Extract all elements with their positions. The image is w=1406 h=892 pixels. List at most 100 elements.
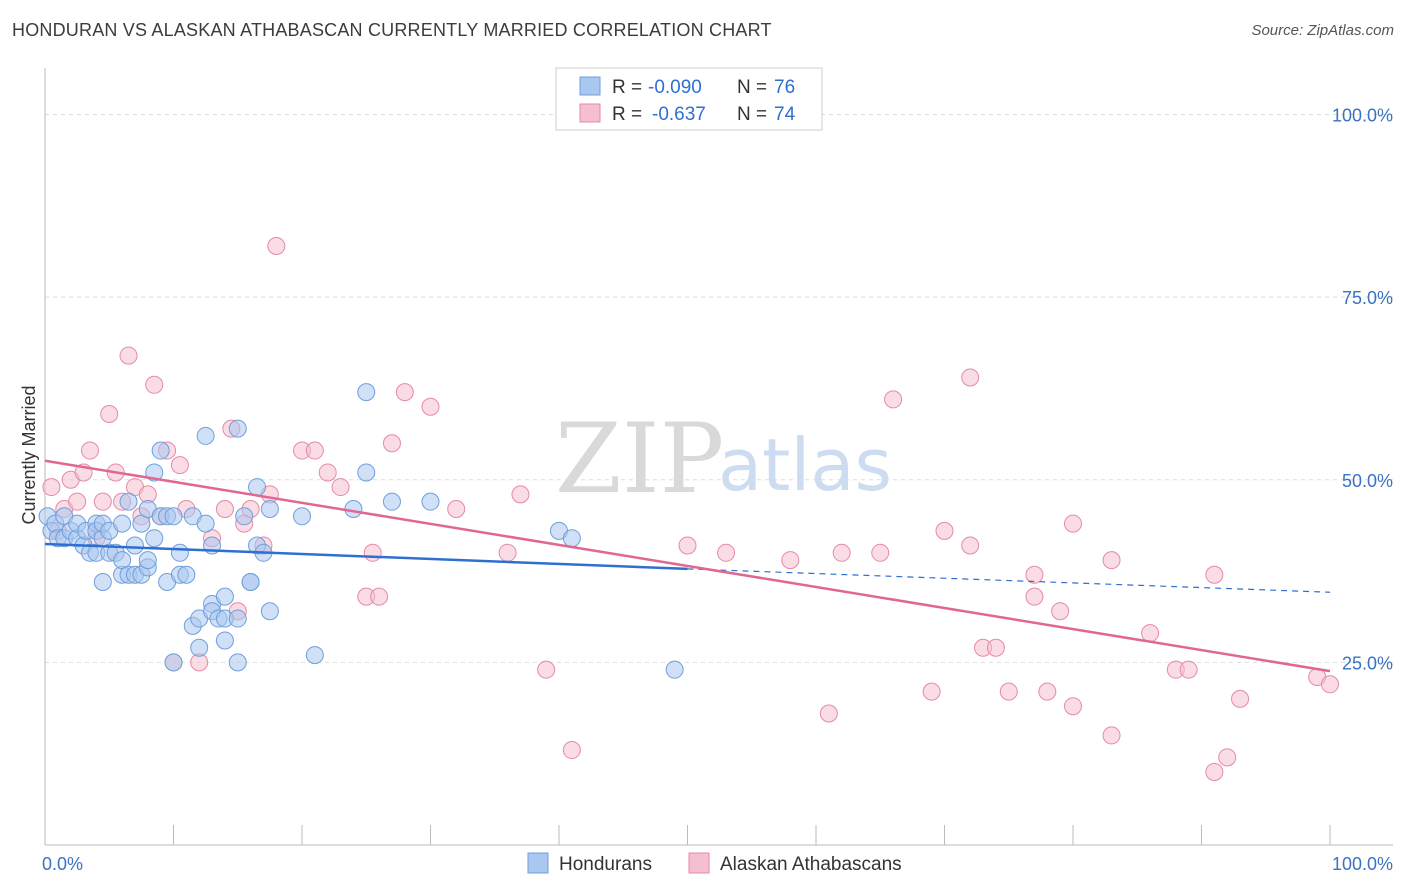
data-point-alaskan-athabascans: [42, 478, 61, 497]
stats-legend: R = -0.090 N = 76 R = -0.637 N = 74: [555, 67, 823, 131]
data-point-hondurans: [228, 419, 247, 438]
y-tick-labels: 25.0% 50.0% 75.0% 100.0%: [1332, 106, 1393, 674]
data-point-alaskan-athabascans: [1038, 682, 1057, 701]
watermark: ZIP atlas: [555, 403, 892, 515]
data-point-alaskan-athabascans: [986, 638, 1005, 657]
data-point-hondurans: [305, 646, 324, 665]
chart-source: Source: ZipAtlas.com: [1251, 22, 1394, 39]
data-point-alaskan-athabascans: [331, 478, 350, 497]
data-point-hondurans: [119, 492, 138, 511]
data-point-hondurans: [215, 587, 234, 606]
y-tick-label: 50.0%: [1342, 471, 1393, 491]
y-tick-label: 75.0%: [1342, 288, 1393, 308]
data-point-alaskan-athabascans: [267, 237, 286, 256]
x-tick-label: 100.0%: [1332, 854, 1393, 874]
data-point-alaskan-athabascans: [119, 346, 138, 365]
data-point-alaskan-athabascans: [447, 499, 466, 518]
data-point-hondurans: [215, 631, 234, 650]
grid-lines: [45, 114, 1393, 663]
data-point-hondurans: [241, 573, 260, 592]
stats-legend-swatch-pink: [579, 103, 601, 123]
data-point-alaskan-athabascans: [170, 456, 189, 475]
stats-r-label-blue: R =: [612, 77, 642, 98]
data-point-alaskan-athabascans: [884, 390, 903, 409]
data-point-hondurans: [248, 478, 267, 497]
y-tick-label: 25.0%: [1342, 653, 1393, 673]
data-point-alaskan-athabascans: [1179, 660, 1198, 679]
watermark-zip: ZIP: [555, 403, 724, 515]
x-tick-labels: 0.0% 100.0%: [42, 854, 1393, 874]
stats-r-value-blue: -0.090: [648, 77, 702, 98]
stats-r-value-pink: -0.637: [652, 104, 706, 125]
stats-n-value-blue: 76: [774, 77, 795, 98]
trend-line-alaskan-athabascans: [44, 459, 1331, 673]
data-point-hondurans: [170, 543, 189, 562]
data-point-alaskan-athabascans: [93, 492, 112, 511]
data-point-alaskan-athabascans: [832, 543, 851, 562]
data-point-hondurans: [145, 529, 164, 548]
data-point-alaskan-athabascans: [922, 682, 941, 701]
data-point-alaskan-athabascans: [215, 499, 234, 518]
data-point-alaskan-athabascans: [511, 485, 530, 504]
data-point-hondurans: [562, 529, 581, 548]
data-point-hondurans: [177, 565, 196, 584]
data-point-alaskan-athabascans: [1218, 748, 1237, 767]
data-point-hondurans: [228, 653, 247, 672]
data-point-alaskan-athabascans: [382, 434, 401, 453]
data-point-hondurans: [196, 426, 215, 445]
y-tick-label: 100.0%: [1332, 106, 1393, 126]
data-point-alaskan-athabascans: [1231, 689, 1250, 708]
legend-label-alaskan-athabascans: Alaskan Athabascans: [720, 854, 902, 875]
data-point-hondurans: [138, 551, 157, 570]
stats-n-label-pink: N =: [737, 104, 767, 125]
data-point-hondurans: [665, 660, 684, 679]
data-point-alaskan-athabascans: [999, 682, 1018, 701]
data-point-hondurans: [260, 602, 279, 621]
data-point-alaskan-athabascans: [961, 368, 980, 387]
data-point-alaskan-athabascans: [935, 521, 954, 540]
series-legend: Hondurans Alaskan Athabascans: [527, 852, 902, 875]
data-point-alaskan-athabascans: [1205, 565, 1224, 584]
data-point-alaskan-athabascans: [717, 543, 736, 562]
legend-swatch-alaskan-athabascans: [688, 852, 710, 874]
trend-lines: [44, 459, 1331, 673]
data-point-hondurans: [164, 653, 183, 672]
data-point-alaskan-athabascans: [1321, 675, 1339, 694]
data-point-alaskan-athabascans: [1102, 551, 1121, 570]
data-point-hondurans: [93, 573, 112, 592]
stats-r-label-pink: R =: [612, 104, 642, 125]
data-point-hondurans: [164, 507, 183, 526]
data-point-alaskan-athabascans: [1064, 514, 1082, 533]
stats-n-value-pink: 74: [774, 104, 796, 125]
data-point-hondurans: [190, 638, 209, 657]
data-point-hondurans: [357, 383, 376, 402]
trend-line-hondurans-extension: [687, 568, 1331, 593]
data-point-alaskan-athabascans: [68, 492, 87, 511]
x-tick-label: 0.0%: [42, 854, 83, 874]
data-point-alaskan-athabascans: [1102, 726, 1121, 745]
legend-label-hondurans: Hondurans: [559, 854, 652, 875]
data-point-alaskan-athabascans: [395, 383, 414, 402]
data-point-hondurans: [196, 514, 215, 533]
data-point-alaskan-athabascans: [819, 704, 838, 723]
stats-legend-swatch-blue: [579, 76, 601, 96]
data-point-alaskan-athabascans: [781, 551, 800, 570]
data-point-hondurans: [421, 492, 440, 511]
data-point-alaskan-athabascans: [80, 441, 99, 460]
data-point-alaskan-athabascans: [421, 397, 440, 416]
data-point-alaskan-athabascans: [1064, 697, 1082, 716]
data-point-hondurans: [293, 507, 311, 526]
data-point-alaskan-athabascans: [318, 463, 337, 482]
data-point-hondurans: [382, 492, 401, 511]
data-point-hondurans: [113, 514, 132, 533]
data-point-alaskan-athabascans: [961, 536, 980, 555]
legend-swatch-hondurans: [527, 852, 549, 874]
data-point-hondurans: [228, 609, 247, 628]
data-point-hondurans: [151, 441, 170, 460]
data-point-hondurans: [357, 463, 376, 482]
data-point-alaskan-athabascans: [1051, 602, 1070, 621]
axes: [44, 68, 1393, 846]
data-point-hondurans: [344, 499, 363, 518]
